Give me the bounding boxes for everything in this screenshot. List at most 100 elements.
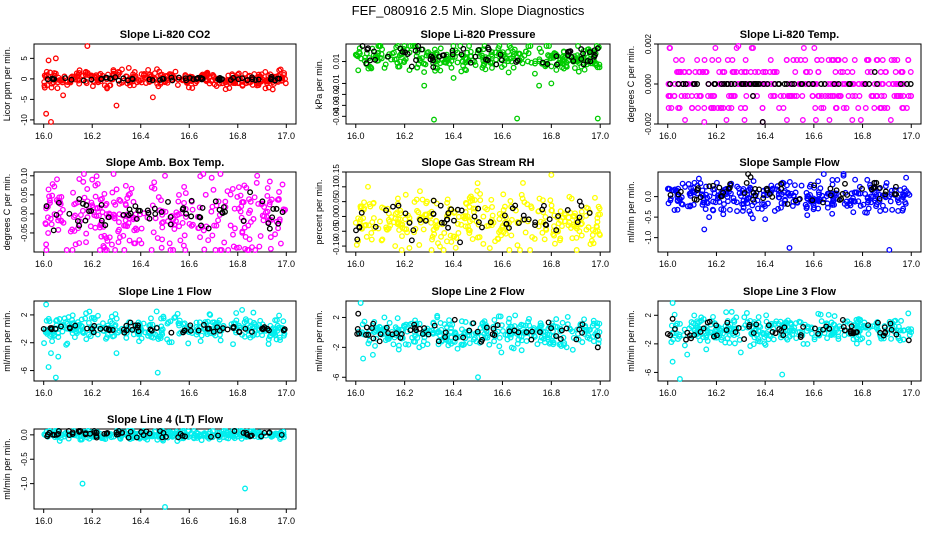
data-point <box>44 431 51 438</box>
data-point <box>762 216 769 223</box>
data-point <box>763 312 770 319</box>
data-point <box>695 324 701 331</box>
data-point <box>874 81 881 87</box>
data-point <box>183 210 190 217</box>
data-point <box>520 212 527 219</box>
data-point <box>702 206 709 213</box>
x-tick-label: 16.2 <box>83 388 101 398</box>
data-point <box>138 429 145 436</box>
data-point <box>710 105 717 111</box>
data-point <box>174 82 181 88</box>
data-point <box>213 222 220 229</box>
data-point <box>83 230 90 237</box>
data-point <box>462 200 469 206</box>
data-point <box>691 179 698 186</box>
data-point <box>88 315 95 321</box>
data-point <box>365 183 371 190</box>
data-point <box>583 212 589 219</box>
data-point <box>200 171 207 177</box>
data-point <box>189 206 196 213</box>
data-point <box>445 210 452 217</box>
data-point <box>815 69 822 75</box>
y-tick-label: -0.05 <box>332 222 341 241</box>
data-point <box>536 45 543 52</box>
data-point <box>665 105 672 111</box>
y-axis-label: Licor ppm per min. <box>2 47 12 122</box>
x-tick-label: 16.0 <box>659 131 677 141</box>
data-point <box>522 322 529 329</box>
data-point <box>136 331 143 338</box>
data-point <box>740 81 747 87</box>
data-point <box>197 431 204 438</box>
data-point <box>133 215 140 222</box>
data-point <box>75 327 82 334</box>
data-point <box>907 69 914 75</box>
data-point <box>411 199 418 205</box>
data-point <box>480 213 487 220</box>
data-point <box>239 306 246 313</box>
data-point <box>72 212 79 219</box>
data-point <box>750 178 757 185</box>
data-point <box>182 433 189 440</box>
series-selected <box>667 69 914 125</box>
data-point <box>49 192 56 199</box>
data-point <box>804 212 811 219</box>
data-point <box>90 329 97 336</box>
data-point <box>112 201 119 208</box>
data-point <box>151 185 158 192</box>
plot-frame <box>33 43 297 125</box>
data-point <box>256 322 263 328</box>
data-point <box>567 326 574 333</box>
data-point <box>399 233 405 240</box>
data-point <box>168 339 175 346</box>
data-point <box>775 191 782 198</box>
data-point <box>666 185 673 192</box>
data-point <box>146 430 153 437</box>
data-point <box>840 323 847 330</box>
panel-title: Slope Amb. Box Temp. <box>106 157 225 169</box>
data-point <box>443 59 450 66</box>
data-point <box>477 197 484 204</box>
data-point <box>121 247 128 253</box>
data-point <box>830 197 837 204</box>
data-point <box>52 55 59 62</box>
x-tick-label: 16.8 <box>543 259 561 269</box>
data-point <box>220 204 227 211</box>
data-point <box>222 86 229 93</box>
data-point <box>254 172 261 179</box>
data-point <box>491 338 498 345</box>
data-point <box>743 196 750 203</box>
data-point <box>423 200 430 207</box>
data-point <box>53 428 60 434</box>
data-point <box>166 240 173 247</box>
data-point <box>708 105 714 111</box>
data-point <box>842 180 848 187</box>
data-point <box>416 242 423 248</box>
data-point <box>675 191 682 198</box>
data-point <box>787 321 794 328</box>
data-point <box>69 317 76 324</box>
data-point <box>372 223 379 230</box>
x-tick-label: 16.8 <box>229 388 247 398</box>
data-point <box>276 67 283 74</box>
data-point <box>574 219 581 226</box>
data-point <box>681 93 688 99</box>
x-tick-label: 16.8 <box>229 259 247 269</box>
data-point <box>175 434 182 441</box>
data-point <box>406 245 413 251</box>
data-point <box>215 432 221 439</box>
data-point <box>50 227 57 234</box>
x-tick-label: 16.6 <box>805 388 823 398</box>
series-selected <box>354 310 601 351</box>
data-point <box>424 341 431 348</box>
data-point <box>743 310 750 316</box>
data-point <box>359 321 366 328</box>
data-point <box>488 196 495 203</box>
data-point <box>753 321 760 328</box>
data-point <box>734 208 741 215</box>
data-point <box>499 328 506 335</box>
data-point <box>696 319 702 326</box>
data-point <box>172 68 179 75</box>
data-point <box>259 198 266 205</box>
data-point <box>88 199 95 206</box>
